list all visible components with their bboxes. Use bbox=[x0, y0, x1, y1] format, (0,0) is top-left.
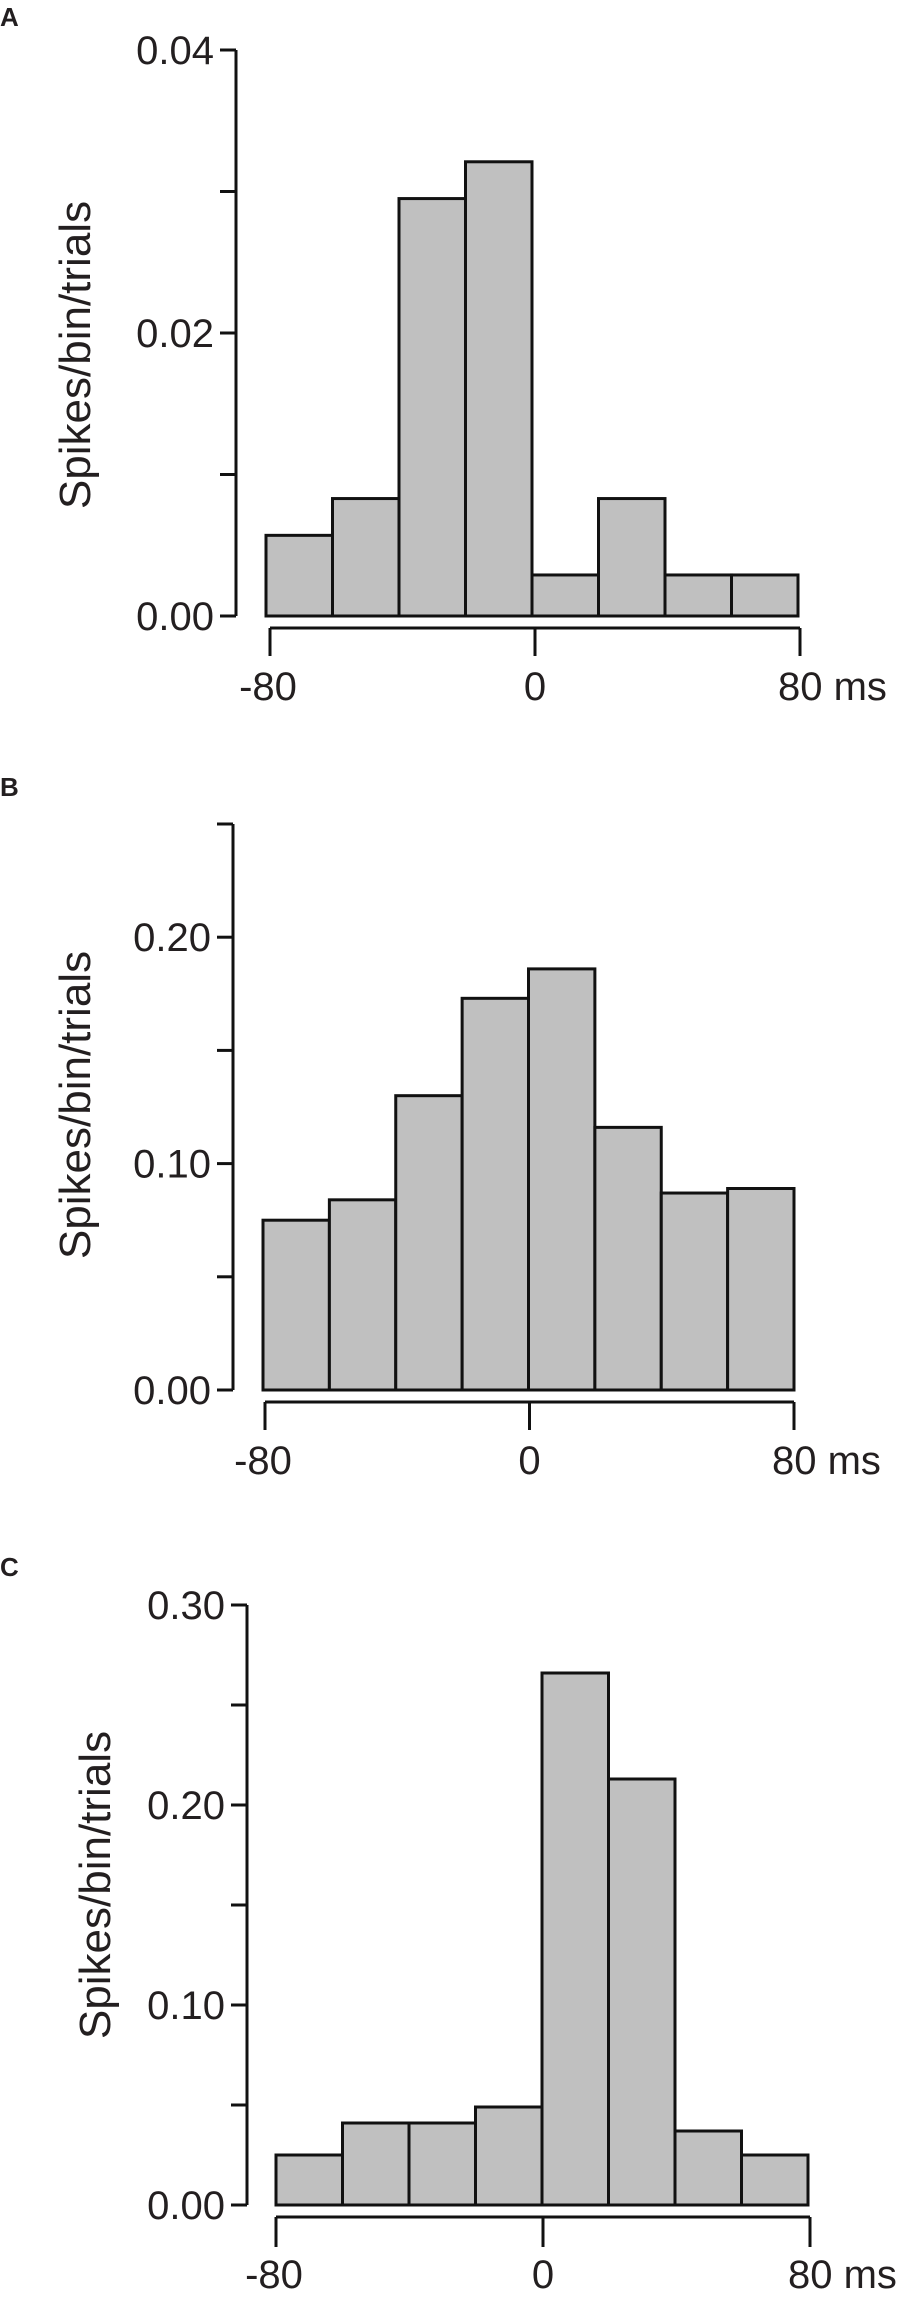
y-axis-label-c: Spikes/bin/trials bbox=[71, 1731, 120, 2039]
y-tick-label-a-0: 0.00 bbox=[136, 595, 214, 639]
bar-c-1 bbox=[341, 2121, 411, 2207]
bar-b-4 bbox=[527, 967, 597, 1392]
y-axis-label-a: Spikes/bin/trials bbox=[51, 201, 100, 509]
x-tick-label-a-0: -80 bbox=[239, 665, 297, 709]
panel-b: B Spikes/bin/trials 0.00 0.10 0.20 -80 0 80 ms bbox=[0, 770, 914, 1510]
bar-c-3 bbox=[474, 2105, 544, 2207]
bar-a-1 bbox=[331, 497, 401, 618]
x-tick-label-c-2: 80 ms bbox=[788, 2253, 897, 2297]
x-tick-label-b-2: 80 ms bbox=[772, 1439, 881, 1483]
bar-c-0 bbox=[274, 2153, 344, 2207]
histogram-b: B Spikes/bin/trials 0.00 0.10 0.20 -80 0 80 ms bbox=[0, 772, 881, 1483]
bar-b-2 bbox=[394, 1094, 464, 1392]
bar-c-5 bbox=[607, 1777, 677, 2207]
panel-letter-c: C bbox=[0, 1552, 19, 1582]
histogram-a: A Spikes/bin/trials 0.00 0.02 0.04 -80 0 80 ms bbox=[0, 2, 887, 709]
bar-b-5 bbox=[593, 1125, 663, 1392]
bar-a-0 bbox=[264, 533, 334, 618]
panel-letter-a: A bbox=[0, 2, 19, 32]
x-tick-label-a-2: 80 ms bbox=[778, 665, 887, 709]
y-tick-label-b-2: 0.20 bbox=[133, 916, 211, 960]
x-tick-label-b-1: 0 bbox=[518, 1439, 540, 1483]
bar-b-7 bbox=[726, 1187, 796, 1392]
y-tick-label-a-1: 0.02 bbox=[136, 312, 214, 356]
panel-a: A Spikes/bin/trials 0.00 0.02 0.04 -80 0 80 ms bbox=[0, 0, 914, 740]
y-tick-label-c-1: 0.10 bbox=[147, 1984, 225, 2028]
bar-b-3 bbox=[460, 996, 530, 1392]
histogram-c: C Spikes/bin/trials 0.00 0.10 0.20 0.30 -80 0 80… bbox=[0, 1552, 897, 2297]
y-tick-label-c-3: 0.30 bbox=[147, 1584, 225, 1628]
bar-a-3 bbox=[464, 160, 534, 618]
bar-b-1 bbox=[327, 1198, 398, 1392]
y-tick-label-c-0: 0.00 bbox=[147, 2184, 225, 2228]
bar-a-2 bbox=[397, 197, 467, 618]
x-tick-label-a-1: 0 bbox=[524, 665, 546, 709]
bar-b-6 bbox=[659, 1191, 730, 1392]
bar-a-6 bbox=[663, 573, 733, 618]
panel-letter-b: B bbox=[0, 772, 19, 802]
bar-b-0 bbox=[261, 1218, 331, 1392]
bar-a-5 bbox=[597, 497, 667, 618]
y-tick-label-b-1: 0.10 bbox=[133, 1143, 211, 1187]
x-tick-label-c-0: -80 bbox=[245, 2253, 303, 2297]
y-tick-label-b-0: 0.00 bbox=[133, 1369, 211, 1413]
panel-c: C Spikes/bin/trials 0.00 0.10 0.20 0.30 -80 0 80… bbox=[0, 1550, 914, 2298]
bar-a-4 bbox=[530, 573, 600, 618]
bar-a-7 bbox=[730, 573, 800, 618]
x-tick-label-b-0: -80 bbox=[234, 1439, 292, 1483]
y-axis-label-b: Spikes/bin/trials bbox=[51, 951, 100, 1259]
bar-c-4 bbox=[540, 1671, 610, 2207]
y-tick-label-c-2: 0.20 bbox=[147, 1784, 225, 1828]
bar-c-2 bbox=[407, 2121, 477, 2207]
bar-c-7 bbox=[740, 2153, 810, 2207]
y-tick-label-a-2: 0.04 bbox=[136, 29, 214, 73]
bar-c-6 bbox=[673, 2129, 743, 2207]
x-tick-label-c-1: 0 bbox=[532, 2253, 554, 2297]
